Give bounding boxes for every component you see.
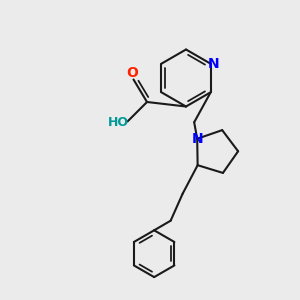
Text: HO: HO (107, 116, 128, 130)
Text: O: O (126, 66, 138, 80)
Text: N: N (207, 57, 219, 71)
Text: N: N (191, 132, 203, 146)
